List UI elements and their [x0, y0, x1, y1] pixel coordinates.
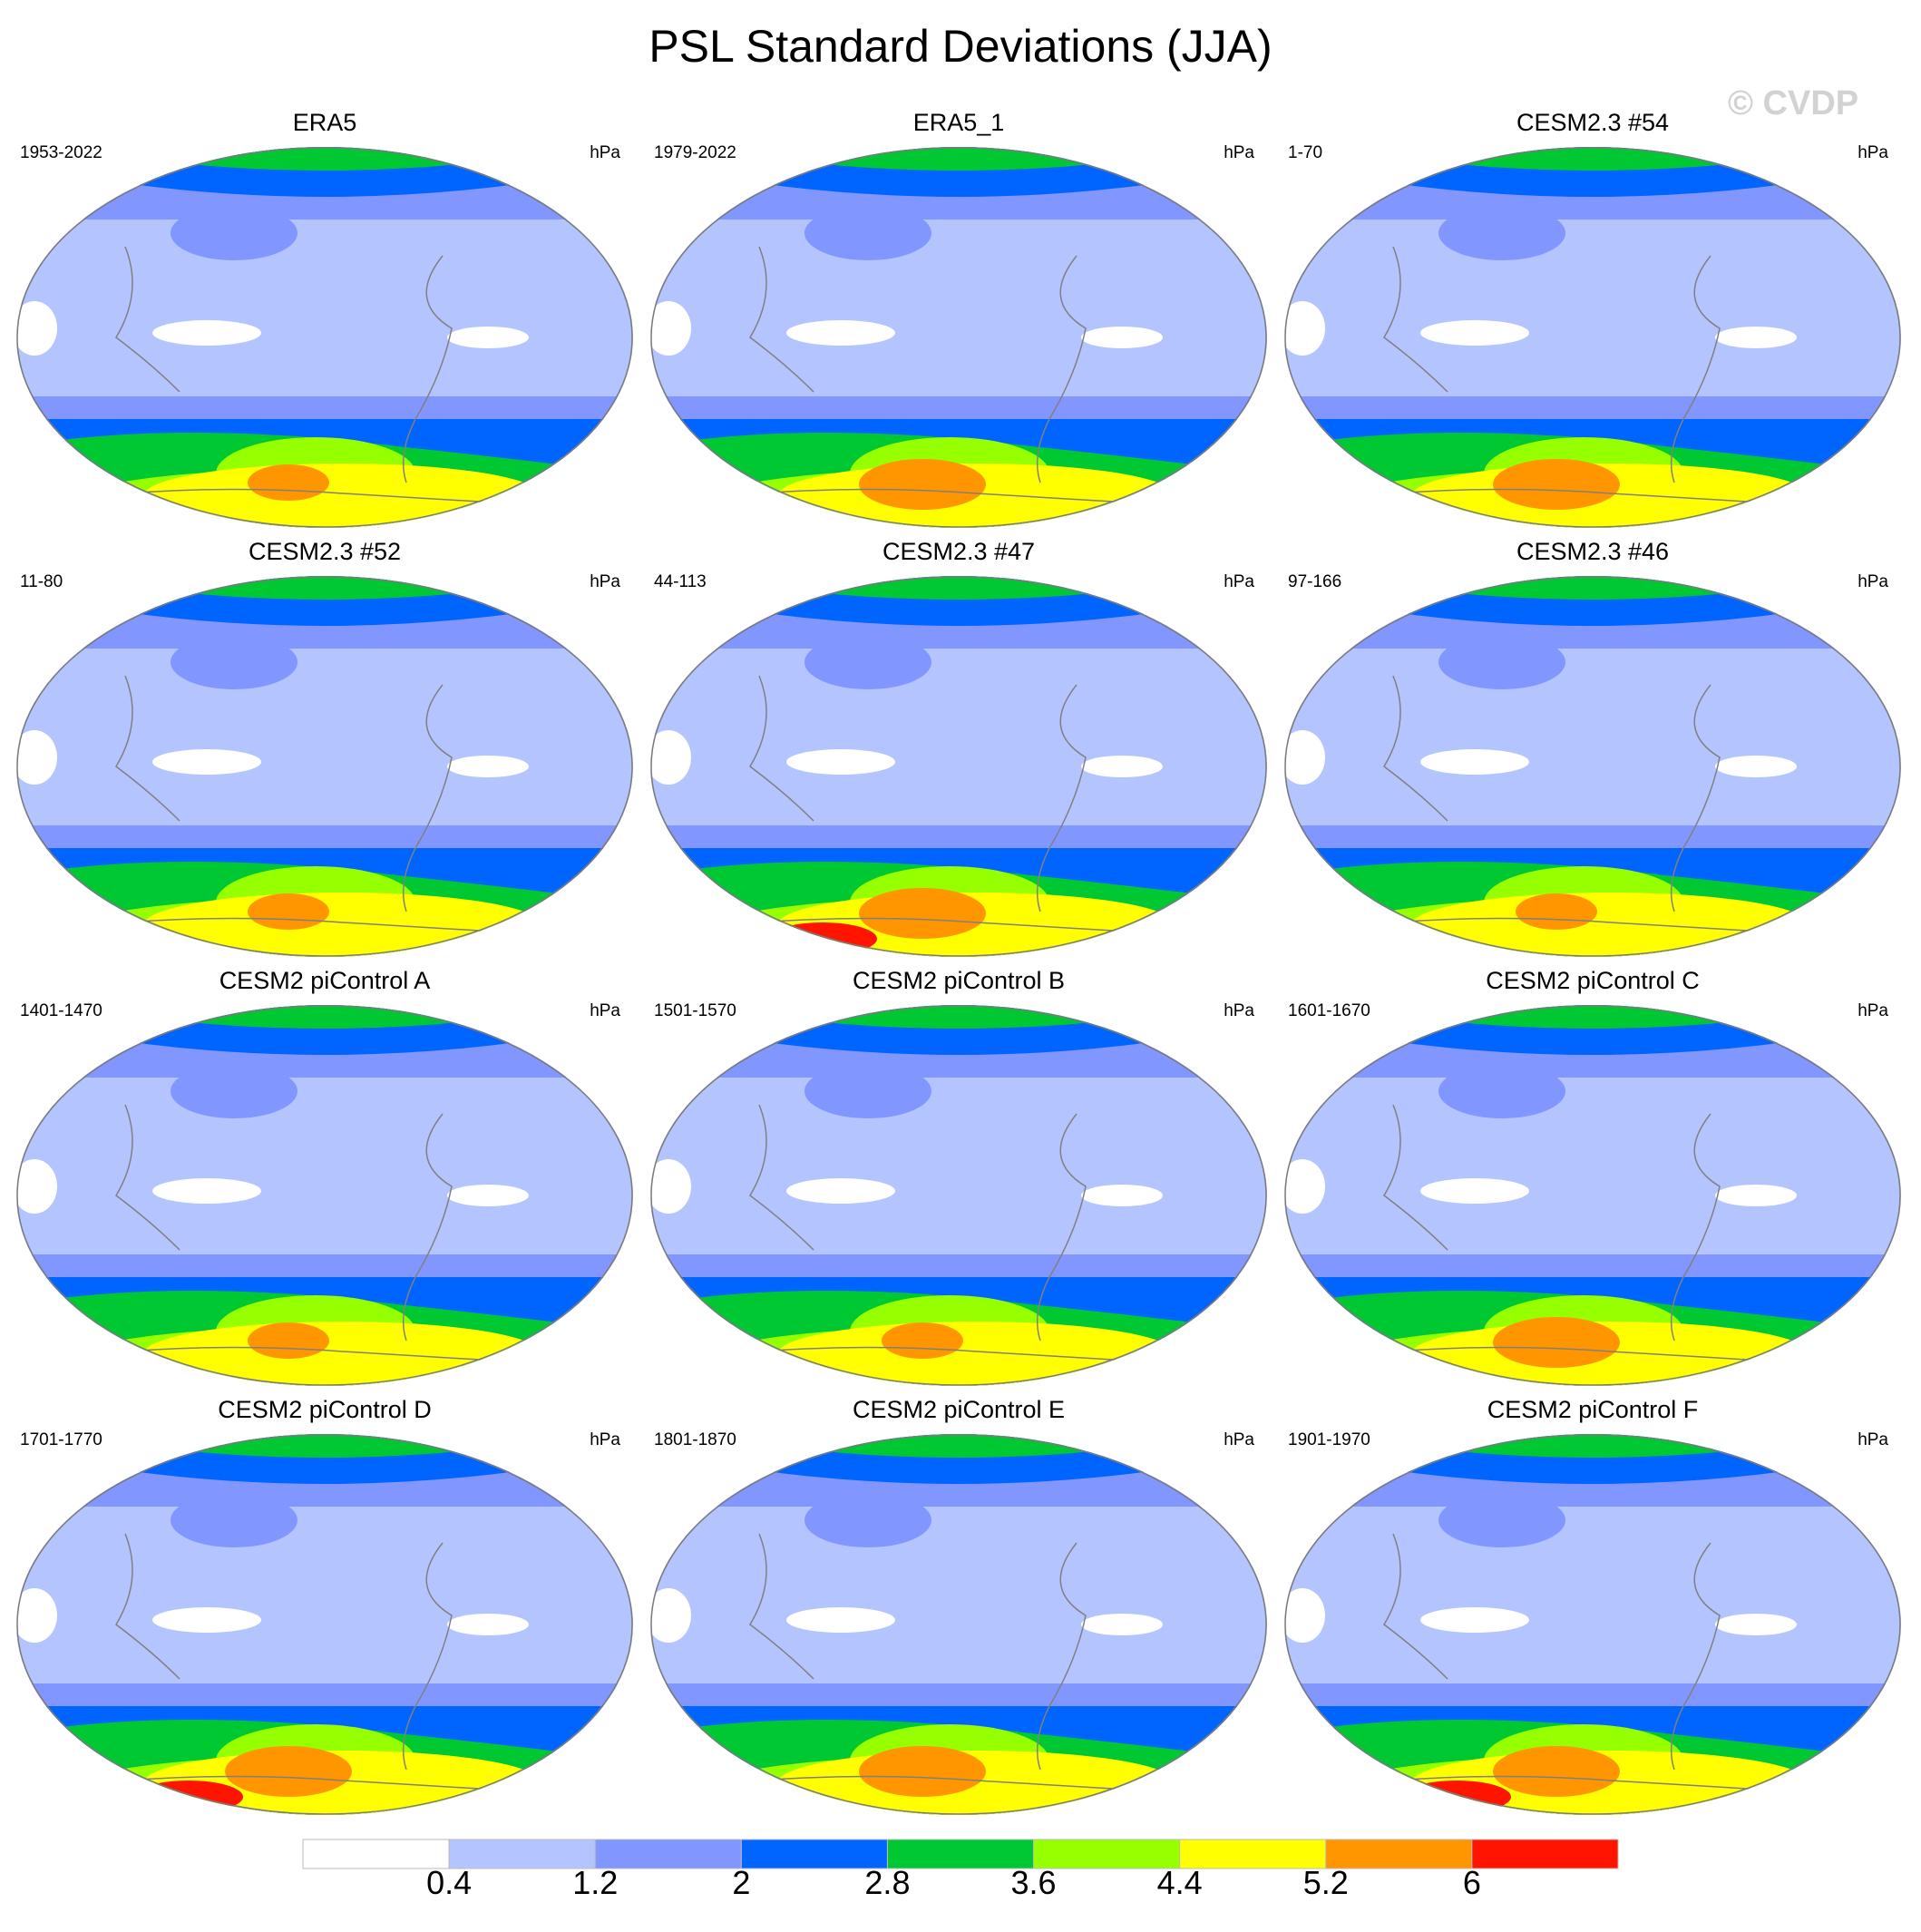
- panel-period: 1953-2022: [20, 143, 102, 162]
- panel-period: 11-80: [20, 572, 63, 591]
- colorbar-tick-label: 2.8: [864, 1864, 911, 1901]
- world-map: [650, 576, 1267, 961]
- panel-period: 1701-1770: [20, 1430, 102, 1449]
- panel-period: 1979-2022: [654, 143, 736, 162]
- world-map: [16, 576, 633, 961]
- colorbar-tick-label: 3.6: [1010, 1864, 1057, 1901]
- panel-period: 1801-1870: [654, 1430, 736, 1449]
- panel-title: CESM2 piControl B: [852, 967, 1066, 994]
- panel-units: hPa: [1858, 1430, 1888, 1449]
- world-map: [16, 1005, 633, 1390]
- panel-units: hPa: [1224, 1430, 1254, 1449]
- world-map: [650, 147, 1267, 532]
- map-panel: CESM2.3 #47 44-113 hPa: [641, 536, 1276, 962]
- colorbar-tick-label: 1.2: [572, 1864, 619, 1901]
- panel-units: hPa: [590, 572, 620, 591]
- panel-title: CESM2 piControl D: [218, 1396, 432, 1423]
- panel-units: hPa: [590, 1001, 620, 1020]
- panel-units: hPa: [1858, 572, 1888, 591]
- map-panel: ERA5_1 1979-2022 hPa: [641, 107, 1276, 533]
- world-map: [1284, 1005, 1901, 1390]
- panel-units: hPa: [1858, 1001, 1888, 1020]
- panel-title: CESM2.3 #54: [1516, 109, 1670, 136]
- world-map: [16, 1434, 633, 1820]
- colorbar-tick-label: 2: [732, 1864, 751, 1901]
- panel-title: CESM2 piControl E: [852, 1396, 1066, 1423]
- panel-units: hPa: [1224, 1001, 1254, 1020]
- panel-title: CESM2.3 #46: [1516, 538, 1670, 565]
- colorbar-tick-label: 6: [1462, 1864, 1481, 1901]
- panel-period: 1601-1670: [1288, 1001, 1370, 1020]
- world-map: [1284, 147, 1901, 532]
- colorbar-tick-label: 5.2: [1302, 1864, 1349, 1901]
- map-panel: CESM2 piControl F 1901-1970 hPa: [1275, 1394, 1910, 1820]
- panel-units: hPa: [590, 1430, 620, 1449]
- panel-period: 97-166: [1288, 572, 1342, 591]
- panel-units: hPa: [1224, 572, 1254, 591]
- panel-period: 1-70: [1288, 143, 1323, 162]
- colorbar-tick-label: 0.4: [426, 1864, 473, 1901]
- map-panel: CESM2 piControl C 1601-1670 hPa: [1275, 965, 1910, 1391]
- panel-period: 1401-1470: [20, 1001, 102, 1020]
- panel-title: CESM2 piControl A: [219, 967, 431, 994]
- world-map: [650, 1005, 1267, 1390]
- panel-units: hPa: [1858, 143, 1888, 162]
- map-panel: CESM2.3 #54 1-70 hPa: [1275, 107, 1910, 533]
- map-panel: ERA5 1953-2022 hPa: [7, 107, 642, 533]
- panel-period: 1901-1970: [1288, 1430, 1370, 1449]
- panel-period: 1501-1570: [654, 1001, 736, 1020]
- colorbar-tick-label: 4.4: [1156, 1864, 1203, 1901]
- map-panel: CESM2 piControl E 1801-1870 hPa: [641, 1394, 1276, 1820]
- panel-units: hPa: [590, 143, 620, 162]
- map-panel: CESM2 piControl B 1501-1570 hPa: [641, 965, 1276, 1391]
- panel-period: 44-113: [654, 572, 707, 591]
- world-map: [16, 147, 633, 532]
- world-map: [1284, 576, 1901, 961]
- world-map: [1284, 1434, 1901, 1820]
- panel-title: CESM2.3 #47: [882, 538, 1036, 565]
- map-panel: CESM2.3 #52 11-80 hPa: [7, 536, 642, 962]
- map-panel: CESM2.3 #46 97-166 hPa: [1275, 536, 1910, 962]
- panel-title: CESM2.3 #52: [248, 538, 402, 565]
- panel-title: ERA5: [292, 109, 357, 136]
- panel-title: CESM2 piControl F: [1487, 1396, 1699, 1423]
- world-map: [650, 1434, 1267, 1820]
- colorbar-swatch: [1471, 1839, 1619, 1869]
- panel-units: hPa: [1224, 143, 1254, 162]
- cvdp-watermark: © CVDP: [1728, 84, 1859, 122]
- panel-title: ERA5_1: [912, 109, 1005, 136]
- map-panel: CESM2 piControl D 1701-1770 hPa: [7, 1394, 642, 1820]
- panel-title: CESM2 piControl C: [1486, 967, 1700, 994]
- figure-title: PSL Standard Deviations (JJA): [648, 21, 1273, 72]
- map-panel: CESM2 piControl A 1401-1470 hPa: [7, 965, 642, 1391]
